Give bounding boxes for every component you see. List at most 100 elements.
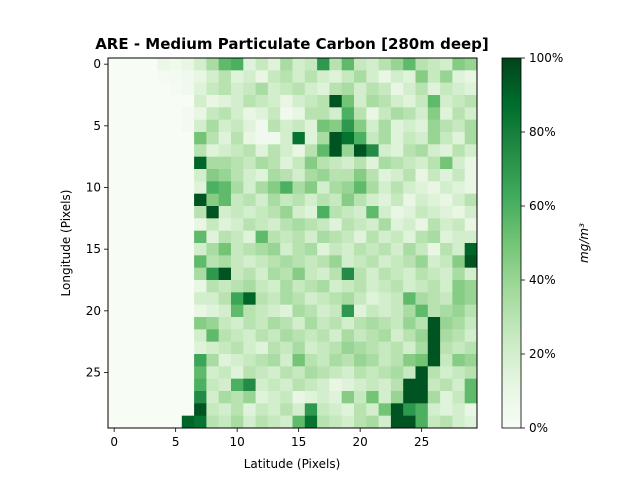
heatmap-cell xyxy=(440,280,453,293)
heatmap-cell xyxy=(329,378,343,392)
heatmap-cell xyxy=(341,206,355,219)
heatmap-cell xyxy=(378,243,392,256)
heatmap-cell xyxy=(292,354,306,367)
colorbar xyxy=(501,57,522,429)
heatmap-cell xyxy=(169,243,183,256)
heatmap-cell xyxy=(267,280,281,293)
heatmap-cell xyxy=(108,144,121,158)
heatmap-cell xyxy=(157,82,170,96)
heatmap-cell xyxy=(366,354,379,367)
heatmap-cell xyxy=(366,230,379,244)
heatmap-cell xyxy=(329,206,343,219)
heatmap-cell xyxy=(452,169,466,182)
heatmap-cell xyxy=(218,95,232,108)
heatmap-cell xyxy=(108,169,121,182)
heatmap-cell xyxy=(403,70,416,84)
heatmap-cell xyxy=(403,243,416,256)
heatmap-cell xyxy=(427,107,441,121)
heatmap-cell xyxy=(157,378,170,392)
heatmap-cell xyxy=(280,132,293,145)
heatmap-cell xyxy=(206,267,220,281)
heatmap-cell xyxy=(464,193,478,207)
heatmap-cell xyxy=(206,280,220,293)
heatmap-cell xyxy=(120,95,133,108)
heatmap-cell xyxy=(390,267,404,281)
heatmap-cell xyxy=(427,280,441,293)
heatmap-cell xyxy=(157,391,170,404)
heatmap-cell xyxy=(120,267,133,281)
heatmap-cell xyxy=(354,292,367,306)
heatmap-cell xyxy=(206,169,220,182)
heatmap-cell xyxy=(120,132,133,145)
heatmap-cell xyxy=(464,341,478,355)
heatmap-cell xyxy=(366,95,379,108)
heatmap-cell xyxy=(317,58,330,71)
heatmap-cell xyxy=(403,206,416,219)
heatmap-cell xyxy=(120,378,133,392)
heatmap-cell xyxy=(206,354,220,367)
heatmap-cell xyxy=(378,378,392,392)
heatmap-cell xyxy=(132,341,146,355)
heatmap-cell xyxy=(341,169,355,182)
heatmap-cell xyxy=(280,169,293,182)
heatmap-cell xyxy=(144,267,158,281)
heatmap-cell xyxy=(304,218,318,232)
heatmap-cell xyxy=(181,156,195,170)
heatmap-cell xyxy=(341,415,355,429)
heatmap-cell xyxy=(292,193,306,207)
heatmap-cell xyxy=(157,70,170,84)
heatmap-cell xyxy=(427,206,441,219)
heatmap-cell xyxy=(403,156,416,170)
heatmap-cell xyxy=(194,193,207,207)
heatmap-cell xyxy=(132,144,146,158)
heatmap-cell xyxy=(427,82,441,96)
heatmap-cell xyxy=(280,230,293,244)
heatmap-cell xyxy=(243,317,256,330)
heatmap-cell xyxy=(132,181,146,195)
heatmap-cell xyxy=(292,119,306,133)
heatmap-cell xyxy=(304,304,318,318)
heatmap-cell xyxy=(366,415,379,429)
heatmap-cell xyxy=(390,415,404,429)
heatmap-cell xyxy=(292,403,306,417)
heatmap-cell xyxy=(132,378,146,392)
heatmap-cell xyxy=(194,82,207,96)
heatmap-cell xyxy=(366,280,379,293)
heatmap-cell xyxy=(354,218,367,232)
heatmap-cell xyxy=(452,206,466,219)
x-axis-label: Latitude (Pixels) xyxy=(244,457,341,471)
heatmap-cell xyxy=(390,354,404,367)
heatmap-cell xyxy=(390,70,404,84)
heatmap-cell xyxy=(231,218,244,232)
heatmap-cell xyxy=(169,82,183,96)
heatmap-cell xyxy=(440,267,453,281)
y-axis-ticks: 0 5 10 15 20 25 xyxy=(86,57,108,380)
heatmap-cell xyxy=(194,95,207,108)
heatmap-cell xyxy=(108,230,121,244)
heatmap-cell xyxy=(120,169,133,182)
heatmap-cell xyxy=(157,193,170,207)
heatmap-cell xyxy=(341,218,355,232)
heatmap-cell xyxy=(218,82,232,96)
heatmap-cell xyxy=(366,169,379,182)
heatmap-cell xyxy=(157,403,170,417)
heatmap-cell xyxy=(181,280,195,293)
heatmap-cell xyxy=(415,70,429,84)
heatmap-cell xyxy=(329,156,343,170)
heatmap-cell xyxy=(169,119,183,133)
heatmap-cell xyxy=(390,107,404,121)
heatmap-cell xyxy=(329,218,343,232)
heatmap-cell xyxy=(317,206,330,219)
heatmap-cell xyxy=(415,267,429,281)
heatmap-cell xyxy=(427,415,441,429)
heatmap-cell xyxy=(194,354,207,367)
heatmap-cell xyxy=(132,415,146,429)
heatmap-cell xyxy=(157,169,170,182)
heatmap-cell xyxy=(169,230,183,244)
heatmap-cell xyxy=(243,366,256,380)
heatmap-cell xyxy=(390,329,404,343)
heatmap-cell xyxy=(329,255,343,269)
heatmap-cell xyxy=(464,144,478,158)
heatmap-cell xyxy=(341,193,355,207)
heatmap-cell xyxy=(243,243,256,256)
